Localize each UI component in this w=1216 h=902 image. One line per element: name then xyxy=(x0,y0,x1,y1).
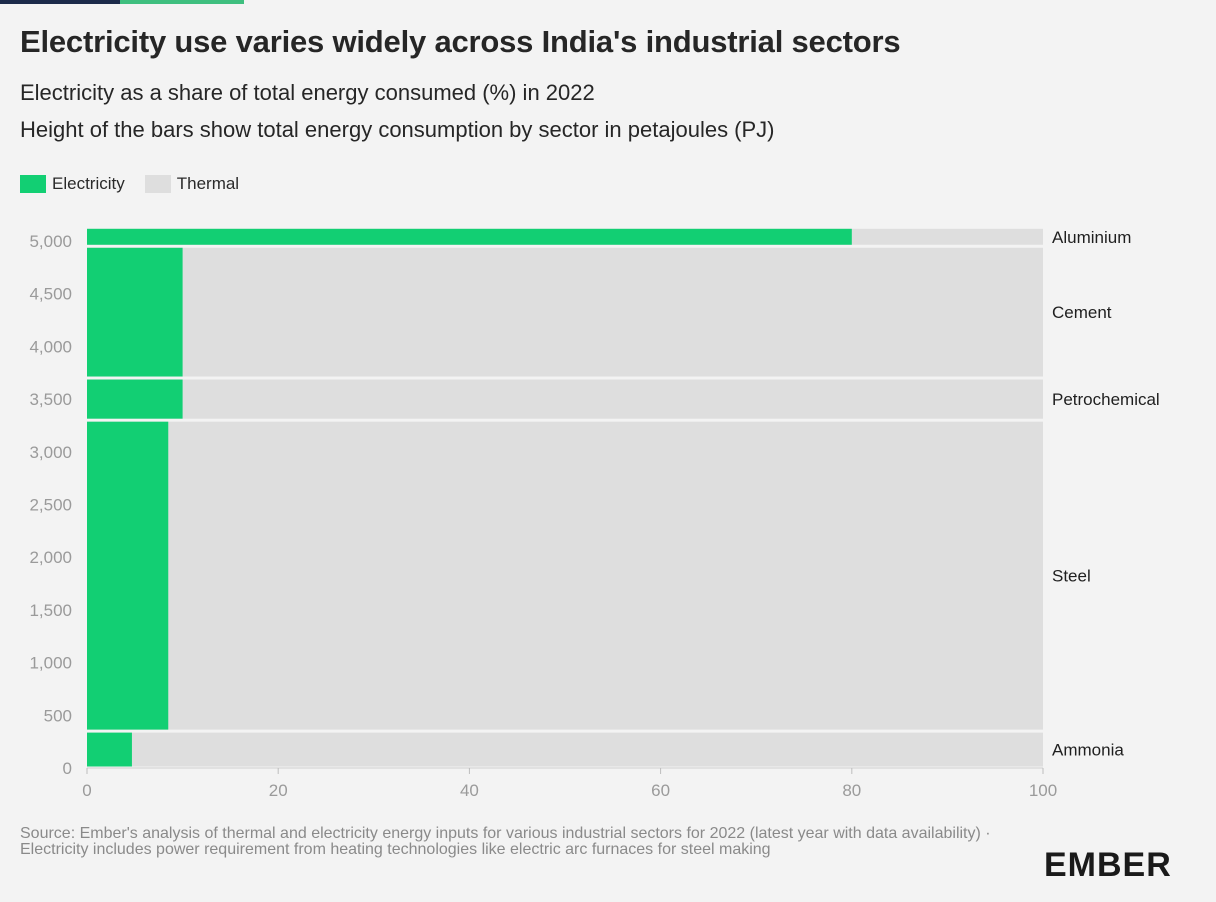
ember-logo: EMBER xyxy=(1044,846,1172,884)
y-tick-label: 3,500 xyxy=(29,390,72,409)
chart-title: Electricity use varies widely across Ind… xyxy=(20,24,901,59)
sector-label-steel: Steel xyxy=(1052,567,1091,586)
bar-electricity-petrochemical xyxy=(87,379,183,419)
chart-subtitle-2: Height of the bars show total energy con… xyxy=(20,117,775,142)
brand-accent-bar xyxy=(0,0,244,4)
y-tick-label: 1,500 xyxy=(29,601,72,620)
legend-label-thermal: Thermal xyxy=(176,174,240,193)
sector-label-cement: Cement xyxy=(1052,303,1112,322)
chart-subtitle: Electricity as a share of total energy c… xyxy=(20,80,595,105)
x-tick-label: 20 xyxy=(269,781,288,800)
y-tick-label: 0 xyxy=(63,759,72,778)
y-tick-label: 4,500 xyxy=(29,285,72,304)
source-note: Source: Ember's analysis of thermal and … xyxy=(20,826,1000,858)
brand-accent-green xyxy=(120,0,244,4)
brand-accent-dark xyxy=(0,0,120,4)
legend-label-electricity: Electricity xyxy=(52,174,125,193)
y-tick-label: 1,000 xyxy=(29,654,72,673)
bar-thermal-steel xyxy=(87,421,1043,730)
sector-label-petrochemical: Petrochemical xyxy=(1052,390,1160,409)
chart-plot: Ammonia Steel Petrochemical Cement Aluminium… xyxy=(29,228,1160,800)
y-tick-label: 5,000 xyxy=(29,232,72,251)
source-line-1: Source: Ember's analysis of thermal and … xyxy=(20,825,991,842)
source-line-2: Electricity includes power requirement f… xyxy=(20,841,771,858)
sector-label-aluminium: Aluminium xyxy=(1052,228,1131,247)
x-tick-label: 60 xyxy=(651,781,670,800)
legend-item-electricity: Electricity xyxy=(20,174,125,194)
legend: Electricity Thermal xyxy=(20,174,259,194)
bar-thermal-ammonia xyxy=(87,732,1043,767)
legend-item-thermal: Thermal xyxy=(144,174,240,194)
bar-electricity-steel xyxy=(87,421,169,730)
y-tick-label: 2,000 xyxy=(29,548,72,567)
y-tick-label: 2,500 xyxy=(29,496,72,515)
bar-electricity-aluminium xyxy=(87,228,852,245)
x-tick-label: 0 xyxy=(82,781,91,800)
legend-swatch-thermal xyxy=(144,175,171,193)
legend-swatch-electricity xyxy=(20,175,46,193)
bar-electricity-cement xyxy=(87,247,183,377)
y-tick-label: 500 xyxy=(44,706,72,725)
bar-electricity-ammonia xyxy=(87,732,132,767)
bar-thermal-petrochemical xyxy=(87,379,1043,419)
x-tick-label: 40 xyxy=(460,781,479,800)
x-tick-label: 100 xyxy=(1029,781,1057,800)
sector-label-ammonia: Ammonia xyxy=(1052,741,1124,760)
y-tick-label: 4,000 xyxy=(29,337,72,356)
x-tick-label: 80 xyxy=(842,781,861,800)
y-tick-label: 3,000 xyxy=(29,443,72,462)
bar-thermal-cement xyxy=(87,247,1043,377)
